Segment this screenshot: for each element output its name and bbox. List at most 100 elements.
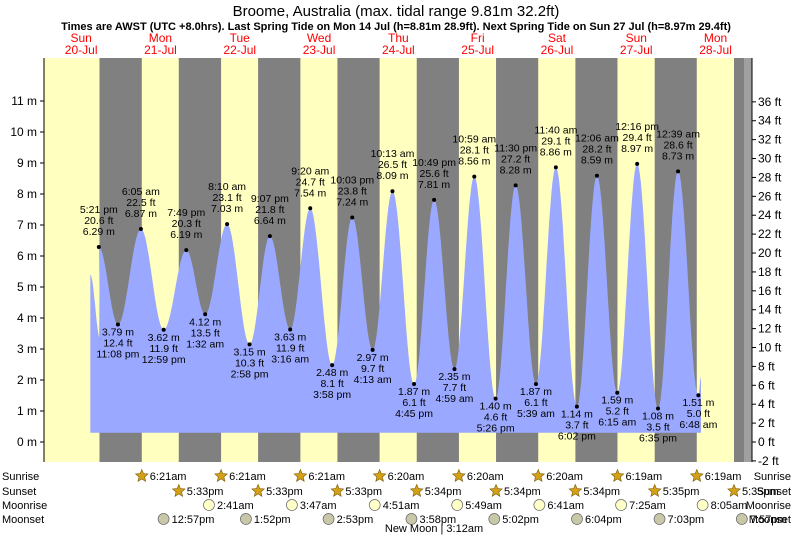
low-tide-time: 4:45 pm bbox=[395, 408, 433, 420]
low-tide-ft: 12.4 ft bbox=[103, 338, 132, 350]
sunset-time: 5:34pm bbox=[583, 486, 620, 498]
tide-point bbox=[472, 174, 477, 179]
low-tide-time: 4:13 am bbox=[354, 374, 392, 386]
high-tide-ft: 28.1 ft bbox=[460, 145, 489, 157]
day-label-dow: Tue bbox=[230, 31, 251, 45]
tide-point bbox=[432, 197, 437, 202]
moonset-time: 2:53pm bbox=[337, 514, 374, 526]
high-tide-m: 8.28 m bbox=[500, 164, 532, 176]
sunrise-sun-icon bbox=[689, 468, 704, 482]
day-label-dow: Mon bbox=[704, 31, 727, 45]
day-label-date: 24-Jul bbox=[382, 43, 415, 57]
high-tide-m: 8.86 m bbox=[540, 146, 572, 158]
sunrise-time: 6:19am bbox=[625, 471, 662, 483]
low-tide-ft: 10.3 ft bbox=[235, 357, 264, 369]
high-tide-time: 10:03 pm bbox=[330, 175, 374, 187]
high-tide-m: 7.24 m bbox=[336, 197, 368, 209]
left-tick-label: 11 m bbox=[11, 94, 37, 108]
low-tide-ft: 3.5 ft bbox=[646, 422, 669, 434]
moonrise-time: 7:25am bbox=[629, 500, 666, 512]
left-tick-label: 10 m bbox=[10, 125, 37, 139]
tide-point bbox=[184, 248, 189, 253]
right-tick-label: 8 ft bbox=[758, 359, 775, 373]
high-tide-ft: 21.8 ft bbox=[255, 204, 284, 216]
row-label-left-sunrise: Sunrise bbox=[2, 471, 39, 483]
high-tide-ft: 29.1 ft bbox=[541, 135, 570, 147]
low-tide-m: 3.15 m bbox=[233, 346, 265, 358]
high-tide-ft: 23.8 ft bbox=[338, 186, 367, 198]
moonset-time: 1:52pm bbox=[254, 514, 291, 526]
sunrise-sun-icon bbox=[610, 468, 625, 482]
moonset-moon-icon bbox=[653, 513, 666, 525]
sunset-sun-icon bbox=[171, 483, 186, 497]
tide-point bbox=[247, 342, 252, 347]
low-tide-m: 3.63 m bbox=[274, 331, 306, 343]
day-label-dow: Wed bbox=[307, 31, 331, 45]
right-tick-label: 34 ft bbox=[758, 114, 782, 128]
right-tick-label: 4 ft bbox=[758, 397, 775, 411]
day-label-dow: Sun bbox=[70, 31, 91, 45]
high-tide-m: 6.87 m bbox=[125, 208, 157, 220]
tide-point bbox=[615, 390, 620, 395]
moonrise-moon-icon bbox=[696, 499, 709, 511]
high-tide-time: 10:13 am bbox=[371, 148, 415, 160]
right-tick-label: 26 ft bbox=[758, 189, 782, 203]
high-tide-time: 11:30 pm bbox=[494, 142, 537, 154]
moonset-moon-icon bbox=[571, 513, 583, 525]
high-tide-time: 5:21 pm bbox=[80, 204, 118, 216]
high-tide-m: 6.19 m bbox=[170, 229, 202, 241]
low-tide-ft: 6.1 ft bbox=[524, 397, 547, 409]
left-tick-label: 8 m bbox=[17, 187, 37, 201]
moonset-moon-icon bbox=[322, 513, 335, 525]
chart-title: Broome, Australia (max. tidal range 9.81… bbox=[233, 3, 560, 20]
left-tick-label: 2 m bbox=[17, 373, 37, 387]
low-tide-ft: 13.5 ft bbox=[191, 327, 220, 339]
chart-subtitle: Times are AWST (UTC +8.0hrs). Last Sprin… bbox=[61, 21, 731, 33]
left-tick-label: 6 m bbox=[17, 249, 37, 263]
day-label-date: 21-Jul bbox=[144, 43, 177, 57]
high-tide-time: 8:10 am bbox=[208, 181, 246, 193]
moonset-time: 3:58pm bbox=[419, 514, 456, 526]
low-tide-ft: 6.1 ft bbox=[402, 397, 425, 409]
row-label-left-moonrise: Moonrise bbox=[2, 500, 47, 512]
right-tick-label: 2 ft bbox=[758, 416, 775, 430]
left-tick-label: 4 m bbox=[17, 311, 37, 325]
low-tide-time: 6:35 pm bbox=[639, 433, 677, 445]
sunset-sun-icon bbox=[568, 483, 583, 497]
tide-point bbox=[267, 234, 272, 239]
high-tide-ft: 20.6 ft bbox=[84, 215, 113, 227]
sunrise-time: 6:19am bbox=[705, 471, 742, 483]
sunset-time: 5:34pm bbox=[504, 486, 541, 498]
sunset-time: 5:35pm bbox=[742, 486, 779, 498]
moonrise-moon-icon bbox=[451, 499, 464, 511]
day-label-date: 23-Jul bbox=[303, 43, 336, 57]
tide-point bbox=[574, 404, 579, 409]
day-label-date: 25-Jul bbox=[461, 43, 494, 57]
right-tick-label: -2 ft bbox=[758, 454, 779, 468]
tide-point bbox=[533, 382, 538, 387]
high-tide-time: 6:05 am bbox=[122, 186, 160, 198]
moonrise-time: 6:41am bbox=[547, 500, 584, 512]
moonset-moon-icon bbox=[405, 513, 418, 525]
sunset-sun-icon bbox=[727, 483, 741, 497]
tide-point bbox=[138, 227, 143, 232]
tide-point bbox=[676, 169, 681, 174]
left-tick-label: 9 m bbox=[17, 156, 37, 170]
moonrise-moon-icon bbox=[286, 499, 298, 511]
right-tick-label: 10 ft bbox=[758, 341, 782, 355]
low-tide-ft: 5.2 ft bbox=[606, 406, 629, 418]
right-tick-label: 22 ft bbox=[758, 227, 782, 241]
high-tide-ft: 29.4 ft bbox=[623, 132, 652, 144]
low-tide-m: 1.40 m bbox=[480, 401, 512, 413]
low-tide-time: 4:59 am bbox=[435, 393, 473, 405]
high-tide-ft: 28.6 ft bbox=[663, 139, 692, 151]
tide-point bbox=[115, 322, 120, 327]
sunset-time: 5:33pm bbox=[345, 486, 382, 498]
sunset-sun-icon bbox=[489, 483, 503, 497]
high-tide-m: 8.09 m bbox=[376, 170, 408, 182]
high-tide-ft: 22.5 ft bbox=[126, 197, 155, 209]
left-tick-label: 1 m bbox=[17, 404, 37, 418]
low-tide-ft: 8.1 ft bbox=[320, 378, 343, 390]
low-tide-ft: 7.7 ft bbox=[443, 382, 466, 394]
sunset-sun-icon bbox=[409, 483, 424, 497]
